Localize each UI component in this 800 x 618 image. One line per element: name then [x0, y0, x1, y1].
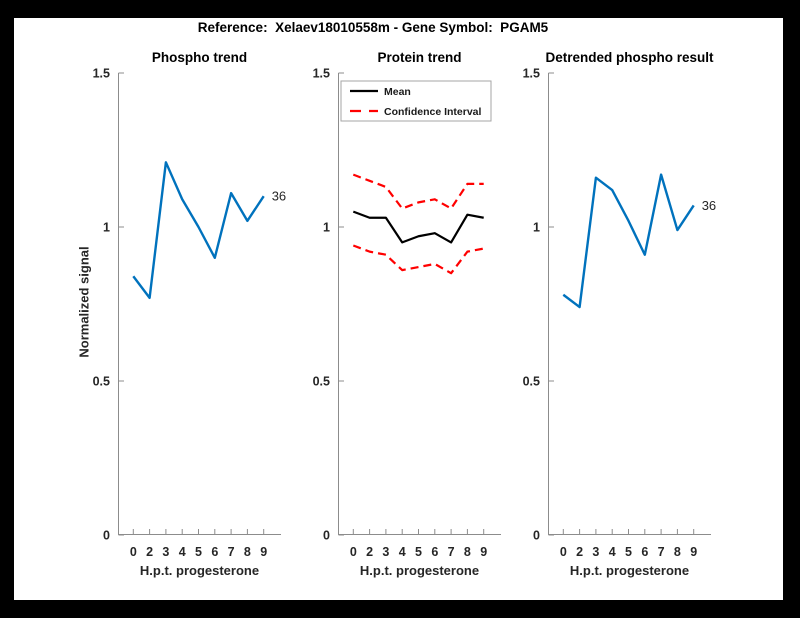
x-tick-label: 7	[228, 545, 235, 559]
x-tick-label: 0	[560, 545, 567, 559]
x-tick-label: 5	[625, 545, 632, 559]
series-line-detrended-phospho	[562, 173, 695, 309]
x-tick-label: 5	[415, 545, 422, 559]
axes-spines	[548, 73, 711, 535]
x-tick-label: 8	[674, 545, 681, 559]
y-tick-label: 1.5	[313, 67, 330, 81]
x-tick-label: 8	[464, 545, 471, 559]
legend-box	[340, 80, 492, 122]
x-tick-label: 3	[592, 545, 599, 559]
series-line-ci-lower	[352, 244, 484, 275]
x-tick-label: 5	[195, 545, 202, 559]
x-tick-label: 2	[366, 545, 373, 559]
x-tick-label: 7	[448, 545, 455, 559]
endpoint-annotation: 36	[702, 198, 716, 213]
legend-label: Mean	[384, 86, 411, 98]
series-line-phospho-signal	[132, 161, 265, 300]
y-tick-label: 1	[323, 221, 330, 235]
x-axis-label-protein: H.p.t. progesterone	[359, 563, 480, 578]
endpoint-annotation: 36	[272, 189, 286, 204]
x-tick-label: 7	[658, 545, 665, 559]
x-tick-label: 6	[211, 545, 218, 559]
series-line-mean	[352, 210, 484, 244]
y-tick-label: 0	[323, 529, 330, 543]
y-axis-label: Normalized signal	[76, 246, 92, 358]
x-tick-label: 9	[690, 545, 697, 559]
x-tick-label: 3	[382, 545, 389, 559]
y-tick-label: 1	[103, 221, 110, 235]
legend-label: Confidence Interval	[384, 106, 482, 118]
x-tick-label: 2	[576, 545, 583, 559]
y-tick-label: 0	[533, 529, 540, 543]
subplot-title-detrended-phospho: Detrended phospho result	[545, 50, 714, 65]
y-tick-label: 1.5	[93, 67, 110, 81]
subplot-title-protein-trend: Protein trend	[377, 50, 462, 65]
y-tick-label: 0.5	[523, 375, 540, 389]
x-tick-label: 4	[609, 545, 616, 559]
x-tick-label: 2	[146, 545, 153, 559]
x-tick-label: 4	[399, 545, 406, 559]
x-tick-label: 4	[179, 545, 186, 559]
x-tick-label: 9	[260, 545, 267, 559]
x-tick-label: 3	[162, 545, 169, 559]
y-tick-label: 0.5	[313, 375, 330, 389]
subplot-title-phospho-trend: Phospho trend	[151, 50, 248, 65]
x-tick-label: 6	[641, 545, 648, 559]
x-axis-label-phospho: H.p.t. progesterone	[139, 563, 260, 578]
y-tick-label: 0	[103, 529, 110, 543]
x-tick-label: 0	[130, 545, 137, 559]
phospho-trend-plot: 00.511.50 2 3 4 5 6 7 8 936	[93, 67, 287, 560]
figure-canvas: Reference: Xelaev18010558m - Gene Symbol…	[14, 18, 783, 600]
y-tick-label: 0.5	[93, 375, 110, 389]
x-axis-label-detrended: H.p.t. progesterone	[569, 563, 690, 578]
x-tick-label: 0	[350, 545, 357, 559]
x-tick-label: 8	[244, 545, 251, 559]
x-tick-label: 9	[480, 545, 487, 559]
y-tick-label: 1	[533, 221, 540, 235]
axes-spines	[118, 73, 281, 535]
x-tick-label: 6	[431, 545, 438, 559]
detrended-phospho-plot: 00.511.50 2 3 4 5 6 7 8 936	[523, 67, 717, 560]
axes-spines	[338, 73, 501, 535]
series-line-ci-upper	[352, 173, 484, 210]
figure-title: Reference: Xelaev18010558m - Gene Symbol…	[197, 20, 549, 35]
y-tick-label: 1.5	[523, 67, 540, 81]
